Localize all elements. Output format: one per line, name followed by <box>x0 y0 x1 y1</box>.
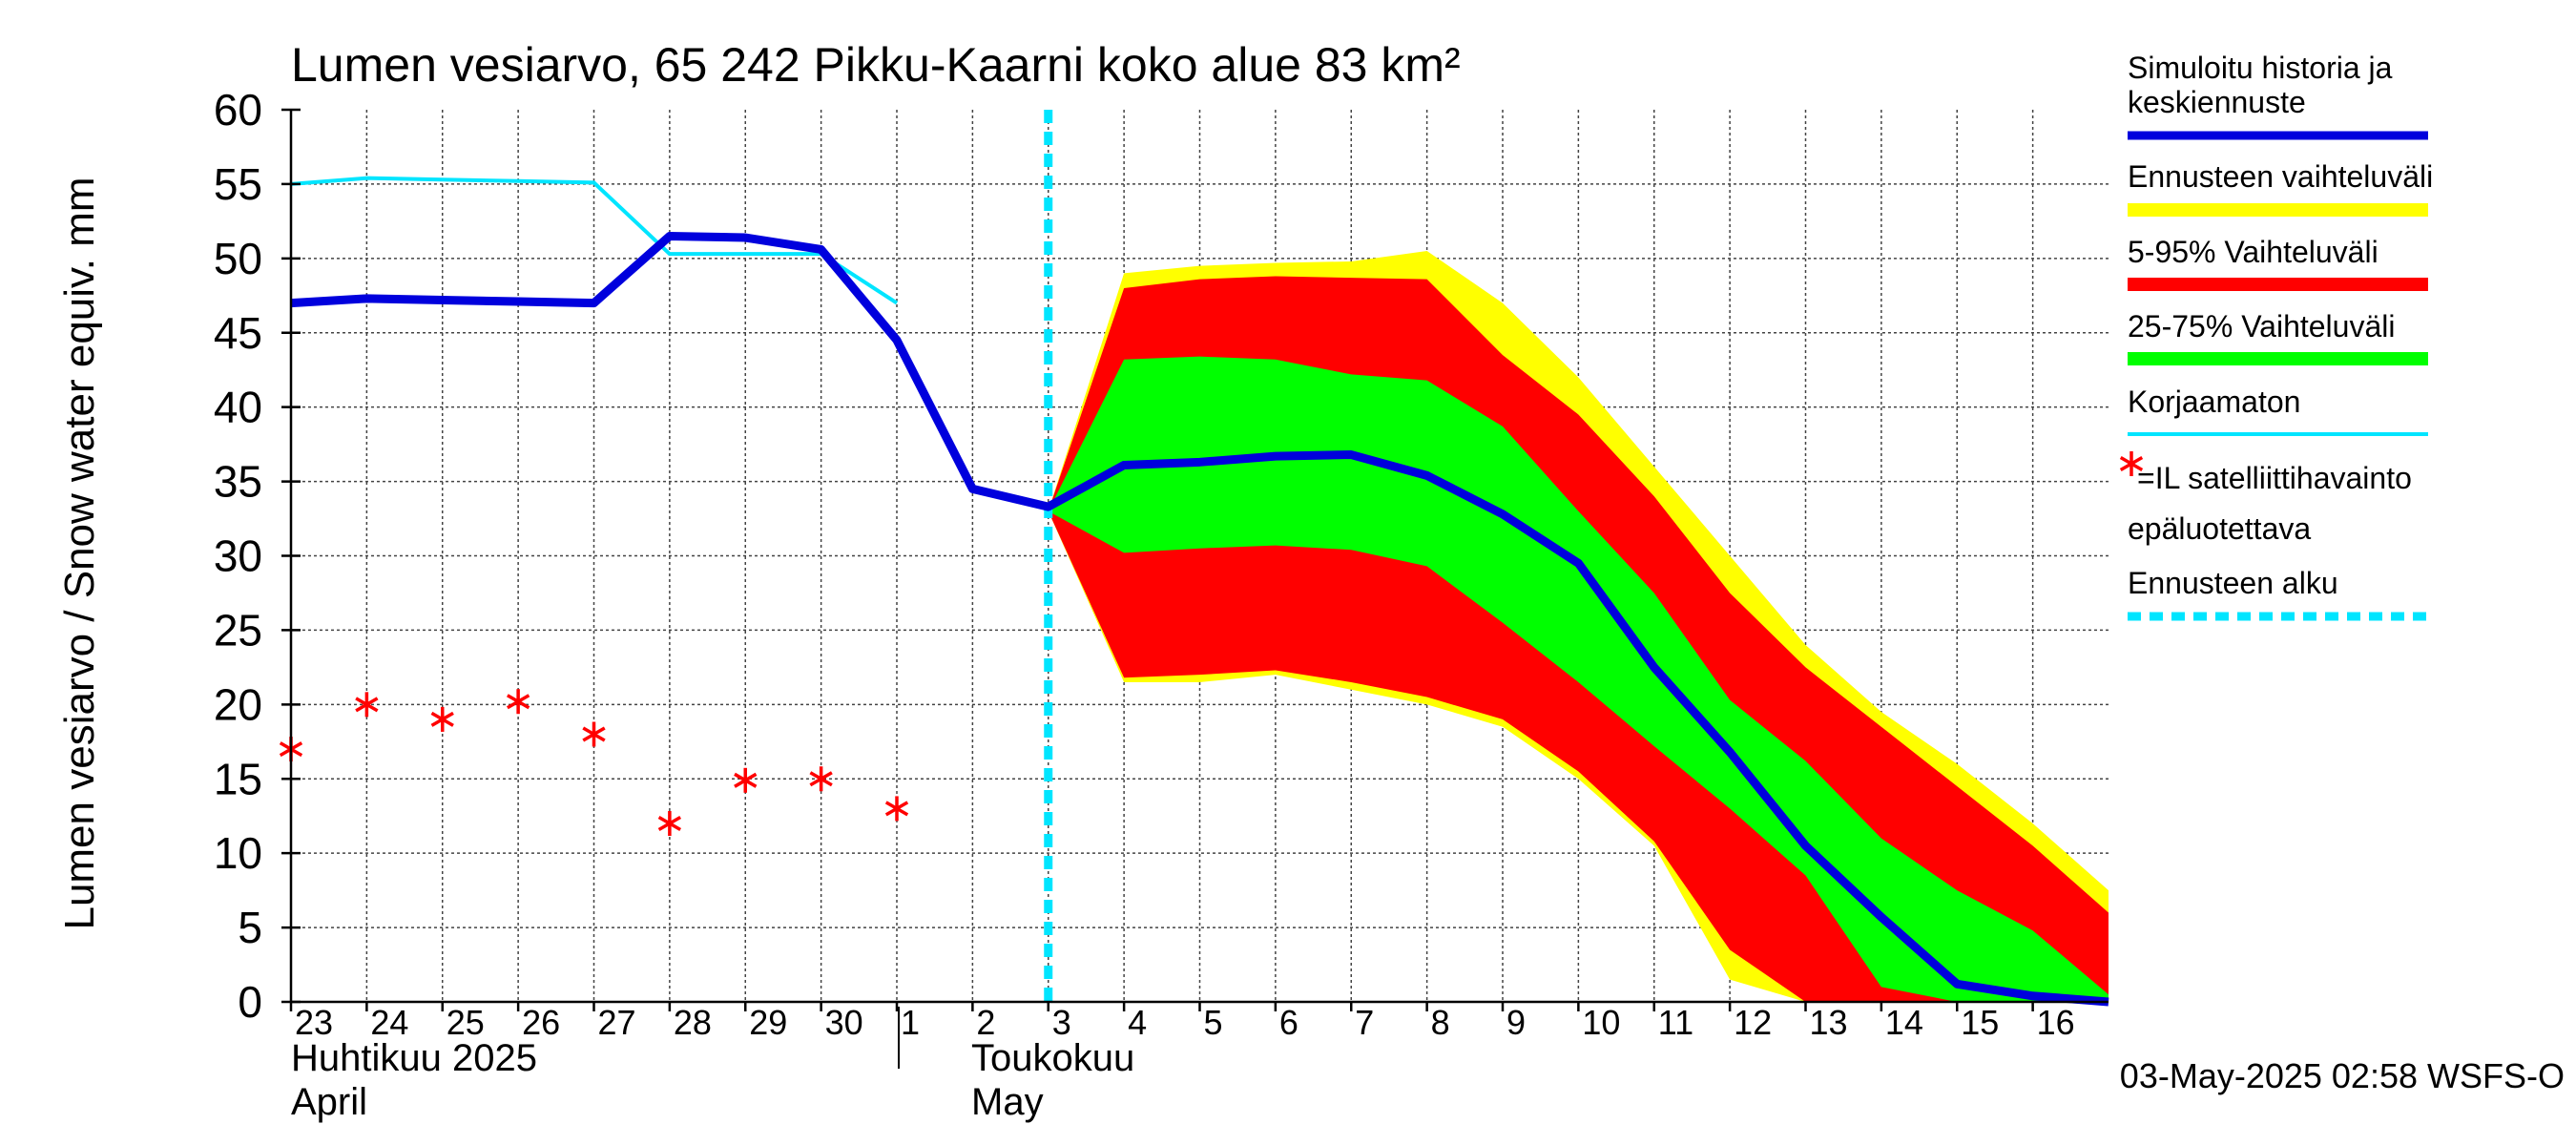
satellite-point <box>506 689 530 715</box>
x-tick-label: 15 <box>1961 1003 1999 1042</box>
y-tick-label: 25 <box>214 605 262 655</box>
band-25-75 <box>1048 356 2109 1002</box>
chart-title: Lumen vesiarvo, 65 242 Pikku-Kaarni koko… <box>291 38 1461 92</box>
y-axis-label: Lumen vesiarvo / Snow water equiv. mm <box>56 177 103 929</box>
simulated-line <box>290 231 2109 1007</box>
x-tick-label: 6 <box>1279 1003 1298 1042</box>
x-tick-label: 12 <box>1734 1003 1772 1042</box>
asterisk-stroke <box>734 772 758 788</box>
x-tick-labels: 23 24 25 26 27 28 29 30 1 2 3 4 5 6 7 8 9 10 11 12 13 14 15 16 <box>295 1003 2075 1042</box>
legend-item-forecast_start: Ennusteen alku <box>2128 566 2428 621</box>
satellite-point <box>809 766 833 792</box>
x-tick-label: 5 <box>1204 1003 1223 1042</box>
legend-label: =IL satelliittihavainto <box>2137 461 2412 495</box>
month-label-may-fi: Toukokuu <box>971 1037 1134 1079</box>
series-lines <box>290 110 2109 1007</box>
x-tick-label: 7 <box>1355 1003 1374 1042</box>
legend-label: Ennusteen vaihteluväli <box>2128 159 2433 194</box>
y-tick-labels: 0 5 10 15 20 25 30 35 40 45 50 55 60 <box>214 85 262 1027</box>
x-tick-label: 13 <box>1810 1003 1848 1042</box>
x-tick-label: 29 <box>749 1003 787 1042</box>
x-tick-label: 9 <box>1506 1003 1526 1042</box>
y-tick-label: 60 <box>214 85 262 135</box>
satellite-point <box>430 706 454 732</box>
satellite-point <box>355 692 379 718</box>
y-tick-label: 15 <box>214 754 262 803</box>
legend-item-satellite: =IL satelliittihavainto epäluotettava <box>2119 451 2412 546</box>
asterisk-stroke <box>657 815 682 832</box>
satellite-point <box>657 811 682 836</box>
y-tick-label: 5 <box>238 903 262 952</box>
x-tick-label: 16 <box>2037 1003 2075 1042</box>
x-tick-label: 14 <box>1885 1003 1923 1042</box>
legend-item-uncorrected: Korjaamaton <box>2128 385 2428 436</box>
x-tick-label: 23 <box>295 1003 333 1042</box>
asterisk-stroke <box>355 697 379 713</box>
legend-label: 5-95% Vaihteluväli <box>2128 235 2379 269</box>
y-tick-label: 20 <box>214 679 262 729</box>
legend-swatch <box>2119 451 2144 476</box>
x-tick-label: 30 <box>825 1003 863 1042</box>
y-tick-label: 35 <box>214 457 262 507</box>
month-label-april-en: April <box>291 1081 367 1123</box>
asterisk-stroke <box>884 801 909 817</box>
satellite-point <box>582 721 606 747</box>
x-tick-label: 2 <box>976 1003 995 1042</box>
footer-timestamp: 03-May-2025 02:58 WSFS-O <box>2120 1056 2565 1095</box>
legend-label: Korjaamaton <box>2128 385 2300 419</box>
legend-label: Ennusteen alku <box>2128 566 2338 600</box>
x-tick-label: 11 <box>1658 1003 1693 1042</box>
month-label-april-fi: Huhtikuu 2025 <box>291 1037 537 1079</box>
satellite-markers <box>279 689 909 836</box>
satellite-point <box>884 796 909 822</box>
legend-label: keskiennuste <box>2128 85 2306 119</box>
legend-label: epäluotettava <box>2128 511 2311 546</box>
legend-item-p25_75: 25-75% Vaihteluväli <box>2128 309 2428 365</box>
x-tick-label: 3 <box>1052 1003 1071 1042</box>
asterisk-stroke <box>582 726 606 742</box>
legend-label: 25-75% Vaihteluväli <box>2128 309 2395 344</box>
x-tick-label: 4 <box>1128 1003 1147 1042</box>
uncorrected-line <box>290 176 899 305</box>
y-tick-label: 0 <box>238 977 262 1027</box>
x-tick-label: 1 <box>901 1003 920 1042</box>
x-tick-label: 28 <box>674 1003 712 1042</box>
x-tick-label: 10 <box>1582 1003 1620 1042</box>
y-tick-label: 30 <box>214 531 262 581</box>
satellite-point <box>734 767 758 793</box>
y-tick-label: 40 <box>214 383 262 432</box>
y-tick-label: 55 <box>214 159 262 209</box>
legend-item-p5_95: 5-95% Vaihteluväli <box>2128 235 2428 291</box>
x-tick-label: 24 <box>370 1003 408 1042</box>
asterisk-stroke <box>430 711 454 727</box>
y-tick-label: 45 <box>214 308 262 358</box>
month-label-may-en: May <box>971 1081 1044 1123</box>
asterisk-stroke <box>809 771 833 787</box>
x-tick-label: 26 <box>522 1003 560 1042</box>
asterisk-stroke <box>2119 455 2144 472</box>
legend-item-forecast_range: Ennusteen vaihteluväli <box>2128 159 2433 217</box>
y-tick-label: 10 <box>214 828 262 878</box>
x-tick-label: 27 <box>598 1003 636 1042</box>
y-tick-label: 50 <box>214 234 262 283</box>
x-tick-label: 8 <box>1431 1003 1450 1042</box>
legend-label: Simuloitu historia ja <box>2128 51 2393 85</box>
asterisk-stroke <box>506 694 530 710</box>
x-tick-label: 25 <box>447 1003 485 1042</box>
axes <box>281 108 2109 1011</box>
